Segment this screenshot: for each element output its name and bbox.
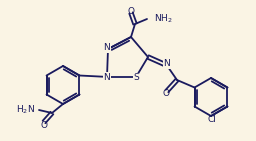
Text: O: O: [127, 6, 134, 16]
Text: H$_2$N: H$_2$N: [16, 104, 35, 116]
Text: O: O: [163, 90, 169, 99]
Text: S: S: [133, 73, 139, 82]
Text: N: N: [104, 44, 110, 52]
Text: Cl: Cl: [208, 115, 216, 125]
Text: N: N: [104, 72, 110, 81]
Text: NH$_2$: NH$_2$: [154, 13, 173, 25]
Text: O: O: [40, 121, 48, 129]
Text: N: N: [164, 60, 170, 69]
